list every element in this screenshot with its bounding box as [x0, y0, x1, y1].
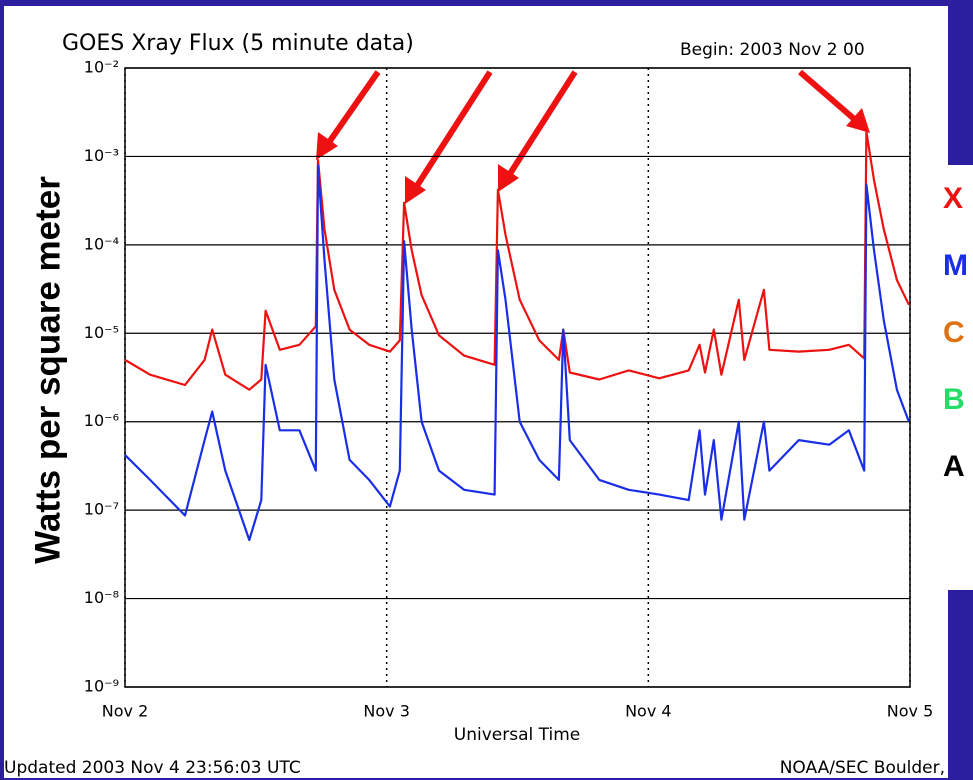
x-tick-label: Nov 2: [102, 702, 149, 721]
plot-background: [4, 6, 948, 778]
y-tick-label: 10⁻⁵: [84, 323, 119, 342]
arrow: [322, 70, 381, 150]
x-axis-label: Universal Time: [454, 725, 580, 745]
flare-class-label: B: [943, 383, 965, 416]
x-tick-label: Nov 3: [363, 702, 410, 721]
y-tick-label: 10⁻²: [84, 58, 119, 77]
x-tick-label: Nov 4: [625, 702, 672, 721]
footer-left: Updated 2003 Nov 4 23:56:03 UTC: [4, 758, 301, 778]
y-tick-label: 10⁻⁷: [84, 500, 119, 519]
flare-class-label: X: [943, 182, 963, 215]
class-strip: [930, 165, 973, 590]
flare-class-label: A: [943, 450, 965, 483]
y-tick-label: 10⁻⁴: [84, 234, 119, 253]
flare-class-label: C: [943, 316, 965, 349]
arrow-head: [316, 132, 338, 160]
chart-subtitle: Begin: 2003 Nov 2 00: [680, 40, 865, 60]
flare-class-label: M: [943, 249, 968, 282]
series-line: [124, 164, 910, 542]
arrow-head: [498, 164, 519, 192]
arrow-head: [405, 176, 426, 204]
x-tick-label: Nov 5: [887, 702, 934, 721]
y-tick-label: 10⁻⁹: [84, 677, 119, 696]
y-tick-label: 10⁻⁶: [84, 411, 119, 430]
arrow-head: [846, 108, 870, 133]
footer-right: NOAA/SEC Boulder,: [780, 758, 945, 778]
y-tick-label: 10⁻⁸: [84, 588, 119, 607]
chart-title: GOES Xray Flux (5 minute data): [62, 31, 414, 56]
arrow-heads: [316, 108, 870, 204]
arrow: [503, 70, 578, 182]
series-line: [124, 130, 910, 391]
y-tick-label: 10⁻³: [84, 146, 119, 165]
arrow: [410, 70, 493, 194]
arrows: [322, 69, 862, 194]
arrow: [798, 69, 862, 127]
y-axis-label: Watts per square meter: [28, 176, 67, 564]
